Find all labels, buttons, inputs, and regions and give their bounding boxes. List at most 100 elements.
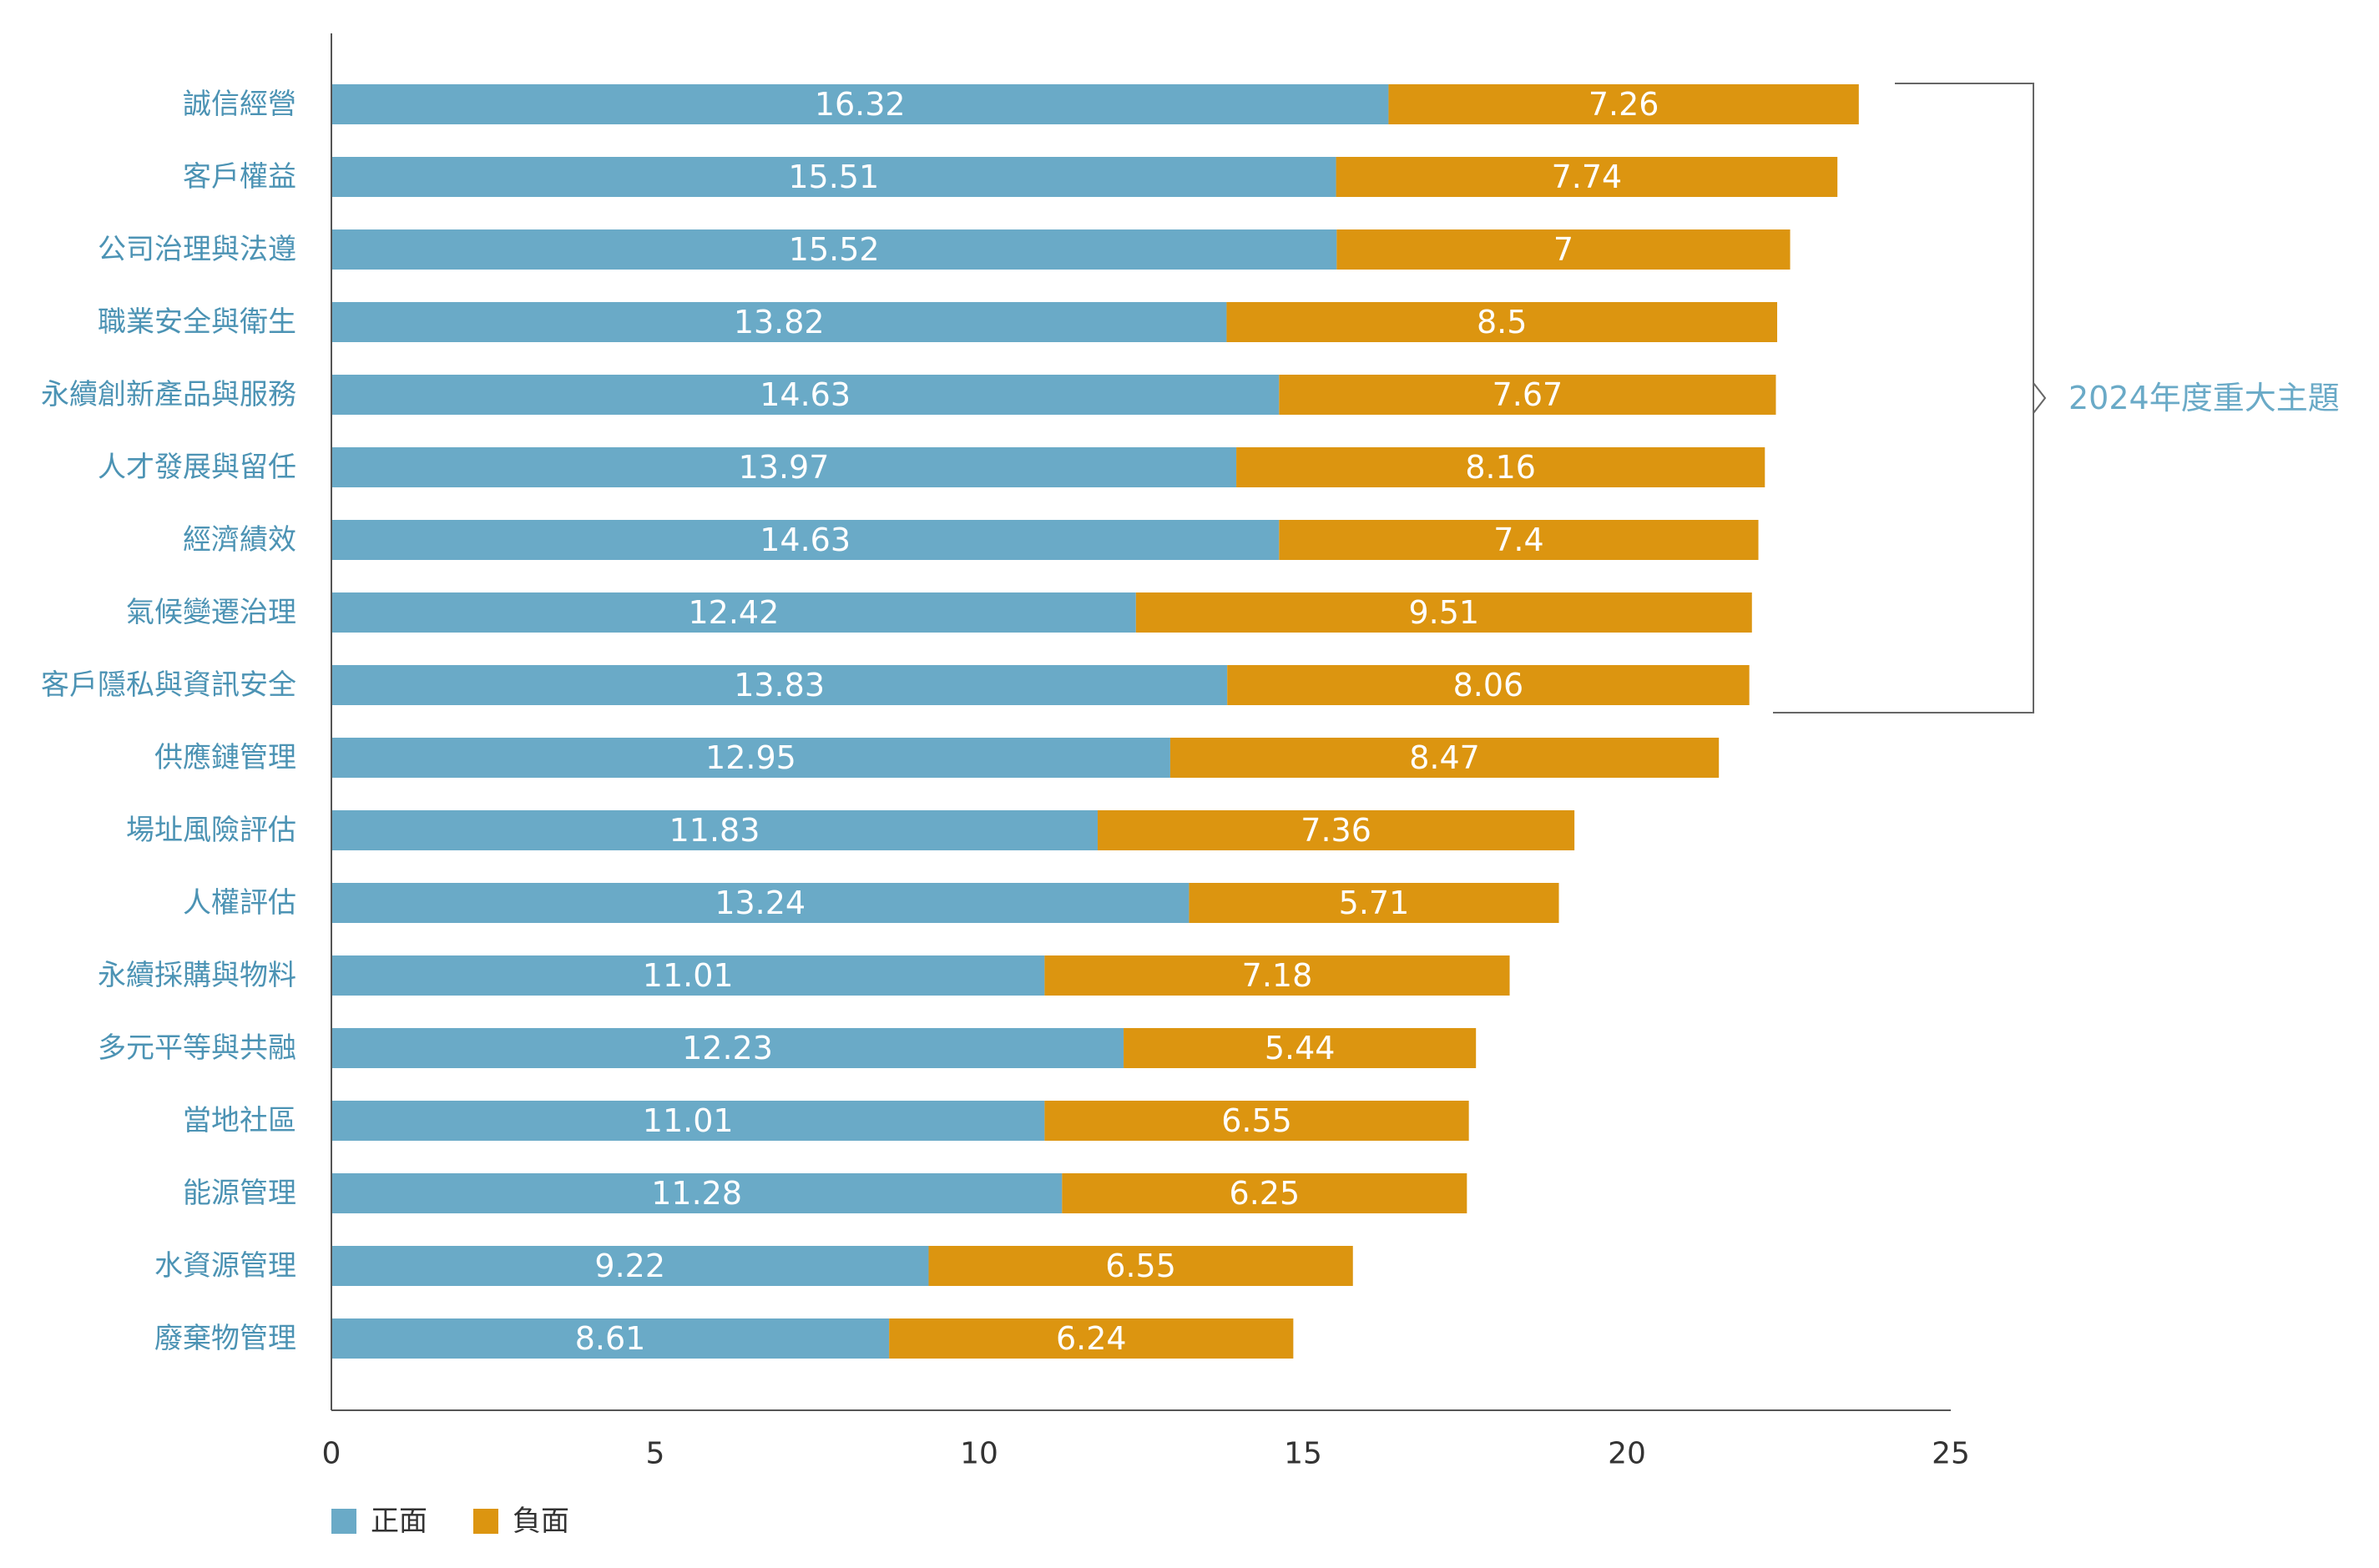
bar-negative [1044, 1101, 1469, 1141]
bar-value-label: 16.32 [815, 86, 906, 123]
bar-value-label: 12.23 [682, 1030, 773, 1066]
bar-positive [331, 1246, 929, 1286]
category-label: 廢棄物管理 [154, 1322, 296, 1355]
bar-value-label: 6.55 [1105, 1248, 1176, 1284]
bar-value-label: 13.24 [715, 885, 806, 921]
bar-value-label: 7.67 [1493, 376, 1563, 413]
legend-swatch [331, 1509, 356, 1534]
category-label: 場址風險評估 [126, 814, 296, 847]
bar-negative [1062, 1173, 1467, 1213]
bar-positive [331, 229, 1337, 270]
category-label: 人權評估 [183, 886, 296, 920]
bar-value-label: 6.55 [1221, 1102, 1292, 1139]
bar-value-label: 12.95 [705, 739, 796, 776]
bar-value-label: 13.82 [734, 304, 825, 340]
bar-positive [331, 375, 1280, 415]
annotation-bracket [1773, 83, 2034, 713]
bar-value-label: 11.01 [643, 1102, 734, 1139]
bar-value-label: 6.25 [1230, 1175, 1301, 1212]
bar-value-label: 15.52 [789, 231, 880, 268]
bar-value-label: 14.63 [760, 376, 851, 413]
bar-value-label: 13.97 [739, 449, 830, 486]
bar-negative [928, 1246, 1353, 1286]
bar-value-label: 11.83 [669, 812, 760, 849]
x-tick-label: 10 [960, 1437, 998, 1471]
bar-value-label: 8.16 [1465, 449, 1536, 486]
bar-positive [331, 592, 1136, 633]
bar-positive [331, 520, 1280, 560]
bar-negative [1169, 738, 1720, 778]
legend-swatch [473, 1509, 498, 1534]
bar-negative [889, 1318, 1294, 1359]
bar-value-label: 8.5 [1477, 304, 1527, 340]
bar-value-label: 6.24 [1056, 1320, 1127, 1357]
category-label: 職業安全與衛生 [98, 305, 296, 339]
bar-positive [331, 1028, 1124, 1068]
bar-negative [1388, 84, 1859, 124]
bar-value-label: 7.18 [1242, 957, 1313, 994]
bar-value-label: 11.28 [651, 1175, 742, 1212]
bar-positive [331, 1318, 890, 1359]
bar-negative [1044, 955, 1510, 996]
category-label: 永續創新產品與服務 [41, 378, 296, 411]
x-tick-label: 0 [322, 1437, 341, 1471]
bar-negative [1124, 1028, 1477, 1068]
bar-negative [1226, 302, 1778, 342]
bar-value-label: 13.83 [734, 667, 825, 703]
bar-positive [331, 665, 1228, 705]
bar-value-label: 7.36 [1301, 812, 1371, 849]
bar-value-label: 7.74 [1552, 159, 1623, 195]
bar-negative [1189, 883, 1559, 923]
bar-negative [1135, 592, 1752, 633]
bar-value-label: 8.47 [1409, 739, 1480, 776]
category-label: 能源管理 [183, 1177, 296, 1210]
category-label: 客戶權益 [183, 160, 296, 194]
bar-value-label: 8.61 [575, 1320, 646, 1357]
bar-value-label: 9.51 [1408, 594, 1479, 631]
category-label: 經濟績效 [183, 523, 296, 557]
x-tick-label: 25 [1932, 1437, 1970, 1471]
bar-positive [331, 84, 1389, 124]
category-label: 客戶隱私與資訊安全 [41, 668, 296, 702]
bar-positive [331, 810, 1099, 850]
category-label: 人才發展與留任 [98, 451, 296, 484]
bar-value-label: 15.51 [788, 159, 879, 195]
bar-value-label: 5.71 [1339, 885, 1410, 921]
bar-negative [1336, 157, 1838, 197]
category-label: 水資源管理 [154, 1249, 296, 1283]
bar-value-label: 11.01 [643, 957, 734, 994]
bar-value-label: 7.4 [1493, 522, 1543, 558]
bar-positive [331, 955, 1045, 996]
bar-negative [1336, 229, 1791, 270]
bar-positive [331, 157, 1336, 197]
bar-value-label: 12.42 [688, 594, 779, 631]
category-label: 供應鏈管理 [154, 741, 296, 774]
annotation-label: 2024年度重大主題 [2068, 380, 2340, 416]
bar-value-label: 5.44 [1265, 1030, 1336, 1066]
category-label: 公司治理與法遵 [98, 233, 296, 266]
bar-negative [1236, 447, 1765, 487]
bar-negative [1227, 665, 1750, 705]
annotation-bracket-pointer [2033, 382, 2047, 414]
category-label: 多元平等與共融 [98, 1031, 296, 1065]
bar-value-label: 14.63 [760, 522, 851, 558]
category-label: 當地社區 [183, 1104, 296, 1137]
bar-value-label: 8.06 [1453, 667, 1524, 703]
bar-value-label: 7.26 [1589, 86, 1659, 123]
category-label: 氣候變遷治理 [126, 596, 296, 629]
bar-positive [331, 302, 1227, 342]
x-tick-label: 20 [1608, 1437, 1646, 1471]
x-tick-label: 5 [646, 1437, 665, 1471]
bar-positive [331, 1101, 1045, 1141]
bar-negative [1098, 810, 1575, 850]
bar-value-label: 7 [1553, 231, 1573, 268]
x-tick-label: 15 [1284, 1437, 1322, 1471]
bar-positive [331, 447, 1237, 487]
legend-label: 負面 [513, 1505, 569, 1538]
bar-value-label: 9.22 [594, 1248, 665, 1284]
bar-positive [331, 738, 1170, 778]
category-label: 誠信經營 [183, 88, 296, 121]
bar-positive [331, 883, 1190, 923]
